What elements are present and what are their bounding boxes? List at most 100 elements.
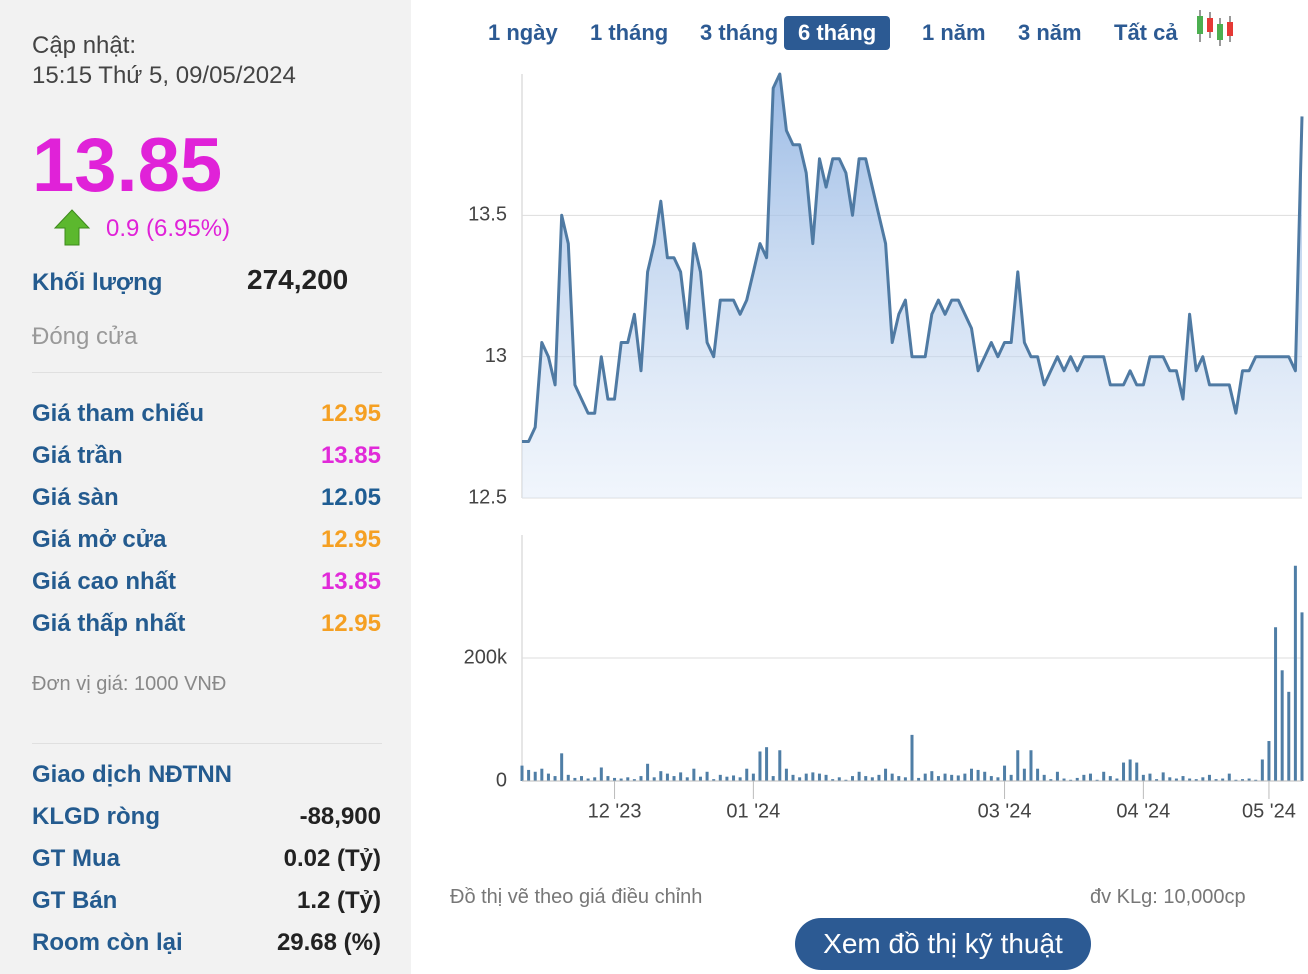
range-tab[interactable]: 1 ngày [488, 20, 558, 45]
volume-bar [1055, 771, 1059, 781]
volume-bar [751, 773, 755, 781]
candlestick-icon[interactable] [1194, 8, 1240, 48]
x-tick-label: 12 '23 [588, 800, 642, 822]
row-value: 12.95 [320, 526, 381, 553]
volume-bar [917, 777, 921, 781]
foreign-title: Giao dịch NĐTNN [32, 761, 233, 788]
up-arrow-icon [53, 209, 91, 246]
volume-bar [1287, 691, 1291, 781]
volume-bar [626, 777, 630, 781]
volume-bar [1022, 768, 1026, 781]
volume-bar [1260, 759, 1264, 781]
range-tab[interactable]: 6 tháng [784, 16, 891, 50]
volume-bar [897, 776, 901, 781]
volume-bar [1016, 750, 1020, 781]
volume-bar [758, 751, 762, 781]
foreign-label: GT Bán [32, 887, 118, 914]
price-line [522, 72, 1304, 443]
volume-bar [1267, 741, 1271, 781]
volume-bar [864, 776, 868, 781]
volume-bar [811, 772, 815, 781]
range-tab[interactable]: 3 tháng [700, 20, 779, 45]
volume-bar [1029, 750, 1033, 781]
volume-value: 274,200 [247, 264, 349, 295]
volume-bar [553, 776, 557, 781]
volume-bar [665, 773, 669, 781]
volume-bar [1214, 779, 1218, 781]
volume-bar [672, 776, 676, 781]
volume-bar [738, 777, 742, 781]
x-tick-label: 01 '24 [726, 800, 780, 822]
volume-bar [1221, 778, 1225, 781]
unit-note: Đơn vị giá: 1000 VNĐ [32, 673, 227, 695]
volume-bar [837, 777, 841, 781]
volume-bar [718, 774, 722, 781]
volume-bar [1234, 779, 1238, 781]
row-value: 13.85 [320, 568, 381, 595]
volume-bar [1300, 612, 1304, 781]
volume-bar [606, 776, 610, 781]
volume-bar [1161, 772, 1165, 781]
technical-chart-button[interactable]: Xem đồ thị kỹ thuật [795, 918, 1091, 970]
volume-bar [870, 777, 874, 781]
volume-bar [745, 768, 749, 781]
foreign-value: 0.02 (Tỷ) [283, 845, 381, 872]
range-tab[interactable]: 1 năm [922, 20, 986, 45]
foreign-value: 1.2 (Tỷ) [296, 887, 381, 914]
volume-bar [659, 771, 663, 781]
volume-bar [791, 774, 795, 781]
volume-bar [685, 777, 689, 781]
volume-bar [646, 763, 650, 781]
row-label: Giá trần [32, 442, 123, 469]
volume-unit: đv KLg: 10,000cp [1090, 886, 1246, 908]
volume-bar [1042, 774, 1046, 781]
volume-bar [1009, 774, 1013, 781]
volume-bar [593, 777, 597, 781]
volume-bar [725, 776, 729, 781]
foreign-label: Room còn lại [32, 929, 183, 956]
volume-bar [903, 777, 907, 781]
volume-bar [844, 779, 848, 781]
price-change: 0.9 (6.95%) [106, 215, 231, 242]
foreign-label: GT Mua [32, 845, 120, 872]
volume-bar [771, 776, 775, 781]
volume-bar [732, 775, 736, 781]
volume-bar [573, 777, 577, 781]
volume-bar [1188, 778, 1192, 781]
volume-bar [566, 774, 570, 781]
volume-bar [923, 773, 927, 781]
volume-bar [989, 776, 993, 781]
volume-bar [1102, 771, 1106, 781]
volume-bar [798, 777, 802, 781]
y-tick-label: 13 [485, 345, 507, 367]
volume-bar [857, 771, 861, 781]
volume-bar [1082, 774, 1086, 781]
volume-bar [1181, 776, 1185, 781]
row-label: Giá tham chiếu [32, 400, 205, 427]
row-label: Giá cao nhất [32, 568, 177, 595]
range-tab[interactable]: 1 tháng [590, 20, 669, 45]
volume-bar [884, 768, 888, 781]
volume-bar [1247, 778, 1251, 781]
volume-bar [527, 769, 531, 781]
volume-bar [877, 774, 881, 781]
volume-bar [1174, 778, 1178, 781]
volume-bar [1115, 778, 1119, 781]
volume-bar [639, 776, 643, 781]
volume-bar [890, 773, 894, 781]
row-label: Giá thấp nhất [32, 610, 186, 637]
volume-bar [1293, 565, 1297, 781]
volume-bar [1036, 768, 1040, 781]
row-label: Giá sàn [32, 484, 119, 511]
volume-bar [1280, 670, 1284, 781]
range-tab[interactable]: Tất cả [1114, 20, 1178, 45]
volume-bar [976, 769, 980, 781]
volume-bar [1122, 762, 1126, 781]
volume-bar [679, 772, 683, 781]
x-tick-label: 05 '24 [1242, 800, 1296, 822]
range-tab[interactable]: 3 năm [1018, 20, 1082, 45]
x-tick-label: 04 '24 [1116, 800, 1170, 822]
volume-bar [1148, 773, 1152, 781]
